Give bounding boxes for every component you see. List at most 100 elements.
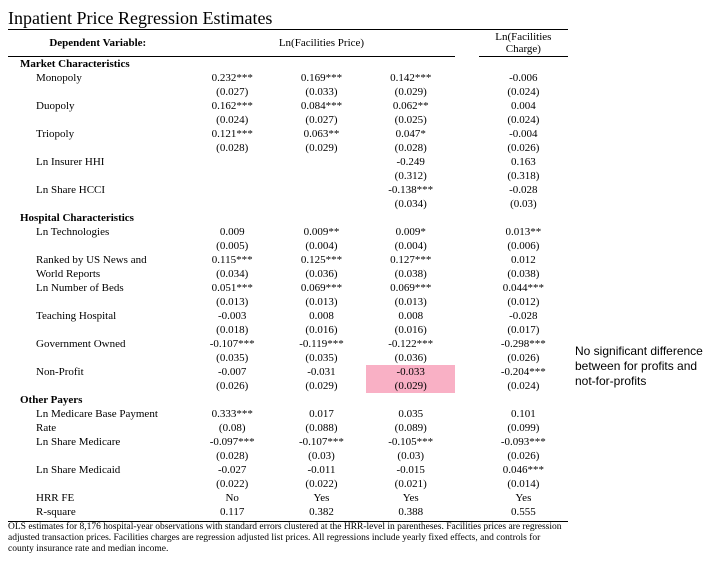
cell: 0.232***	[188, 71, 277, 85]
cell: 0.009*	[366, 225, 455, 239]
cell: -0.204***	[479, 365, 568, 379]
se: (0.012)	[479, 295, 568, 309]
se: (0.03)	[479, 197, 568, 211]
row-teaching: Teaching Hospital	[8, 309, 188, 323]
page-title: Inpatient Price Regression Estimates	[8, 8, 568, 30]
cell: -0.003	[188, 309, 277, 323]
section-hospital: Hospital Characteristics	[8, 211, 188, 225]
cell: 0.388	[366, 505, 455, 519]
cell: 0.084***	[277, 99, 366, 113]
se: (0.021)	[366, 477, 455, 491]
se: (0.029)	[277, 141, 366, 155]
cell: 0.333***	[188, 407, 277, 421]
se: (0.312)	[366, 169, 455, 183]
row-medicare-base-2: Rate	[8, 421, 188, 435]
cell: 0.044***	[479, 281, 568, 295]
cell: 0.162***	[188, 99, 277, 113]
cell: Yes	[479, 491, 568, 505]
se: (0.318)	[479, 169, 568, 183]
row-usnews-2: World Reports	[8, 267, 188, 281]
se: (0.016)	[277, 323, 366, 337]
row-share-medicare: Ln Share Medicare	[8, 435, 188, 449]
cell: Yes	[277, 491, 366, 505]
se-highlight: (0.029)	[366, 379, 455, 393]
row-government: Government Owned	[8, 337, 188, 351]
cell: -0.107***	[277, 435, 366, 449]
se: (0.026)	[479, 141, 568, 155]
se: (0.035)	[188, 351, 277, 365]
se: (0.038)	[479, 267, 568, 281]
row-hrr-fe: HRR FE	[8, 491, 188, 505]
se: (0.024)	[188, 113, 277, 127]
cell: 0.004	[479, 99, 568, 113]
cell: -0.028	[479, 309, 568, 323]
se: (0.005)	[188, 239, 277, 253]
se: (0.027)	[277, 113, 366, 127]
cell: Yes	[366, 491, 455, 505]
cell: 0.063**	[277, 127, 366, 141]
se: (0.024)	[479, 379, 568, 393]
cell: 0.117	[188, 505, 277, 519]
se: (0.022)	[277, 477, 366, 491]
cell: 0.017	[277, 407, 366, 421]
dep-var-label: Dependent Variable:	[8, 30, 188, 57]
col-group-price: Ln(Facilities Price)	[188, 30, 456, 57]
se: (0.029)	[277, 379, 366, 393]
se: (0.016)	[366, 323, 455, 337]
cell: 0.008	[366, 309, 455, 323]
cell: -0.006	[479, 71, 568, 85]
cell: -0.004	[479, 127, 568, 141]
se: (0.028)	[188, 449, 277, 463]
se: (0.014)	[479, 477, 568, 491]
se: (0.08)	[188, 421, 277, 435]
col-group-charge: Ln(Facilities Charge)	[479, 30, 568, 57]
se: (0.036)	[366, 351, 455, 365]
se: (0.035)	[277, 351, 366, 365]
cell: 0.125***	[277, 253, 366, 267]
cell: 0.051***	[188, 281, 277, 295]
cell: -0.119***	[277, 337, 366, 351]
se: (0.028)	[366, 141, 455, 155]
cell: 0.169***	[277, 71, 366, 85]
se: (0.004)	[366, 239, 455, 253]
cell: -0.093***	[479, 435, 568, 449]
cell: 0.008	[277, 309, 366, 323]
cell: -0.097***	[188, 435, 277, 449]
cell: 0.127***	[366, 253, 455, 267]
se: (0.022)	[188, 477, 277, 491]
cell: 0.101	[479, 407, 568, 421]
row-duopoly: Duopoly	[8, 99, 188, 113]
cell: -0.107***	[188, 337, 277, 351]
footnote: OLS estimates for 8,176 hospital-year ob…	[8, 521, 568, 555]
se: (0.029)	[366, 85, 455, 99]
row-share-hcci: Ln Share HCCI	[8, 183, 188, 197]
cell: 0.069***	[277, 281, 366, 295]
row-technologies: Ln Technologies	[8, 225, 188, 239]
cell: 0.115***	[188, 253, 277, 267]
se: (0.026)	[479, 449, 568, 463]
cell: -0.298***	[479, 337, 568, 351]
cell: -0.122***	[366, 337, 455, 351]
se: (0.006)	[479, 239, 568, 253]
se: (0.038)	[366, 267, 455, 281]
se: (0.013)	[366, 295, 455, 309]
se: (0.026)	[188, 379, 277, 393]
se: (0.024)	[479, 85, 568, 99]
se: (0.033)	[277, 85, 366, 99]
section-other-payers: Other Payers	[8, 393, 188, 407]
cell: No	[188, 491, 277, 505]
se: (0.028)	[188, 141, 277, 155]
se: (0.034)	[188, 267, 277, 281]
row-nonprofit: Non-Profit	[8, 365, 188, 379]
cell: 0.142***	[366, 71, 455, 85]
cell: 0.009**	[277, 225, 366, 239]
cell: -0.249	[366, 155, 455, 169]
row-insurer-hhi: Ln Insurer HHI	[8, 155, 188, 169]
annotation-text: No significant difference between for pr…	[575, 344, 705, 389]
cell: 0.121***	[188, 127, 277, 141]
se: (0.088)	[277, 421, 366, 435]
cell: 0.013**	[479, 225, 568, 239]
se: (0.026)	[479, 351, 568, 365]
cell: -0.011	[277, 463, 366, 477]
row-triopoly: Triopoly	[8, 127, 188, 141]
